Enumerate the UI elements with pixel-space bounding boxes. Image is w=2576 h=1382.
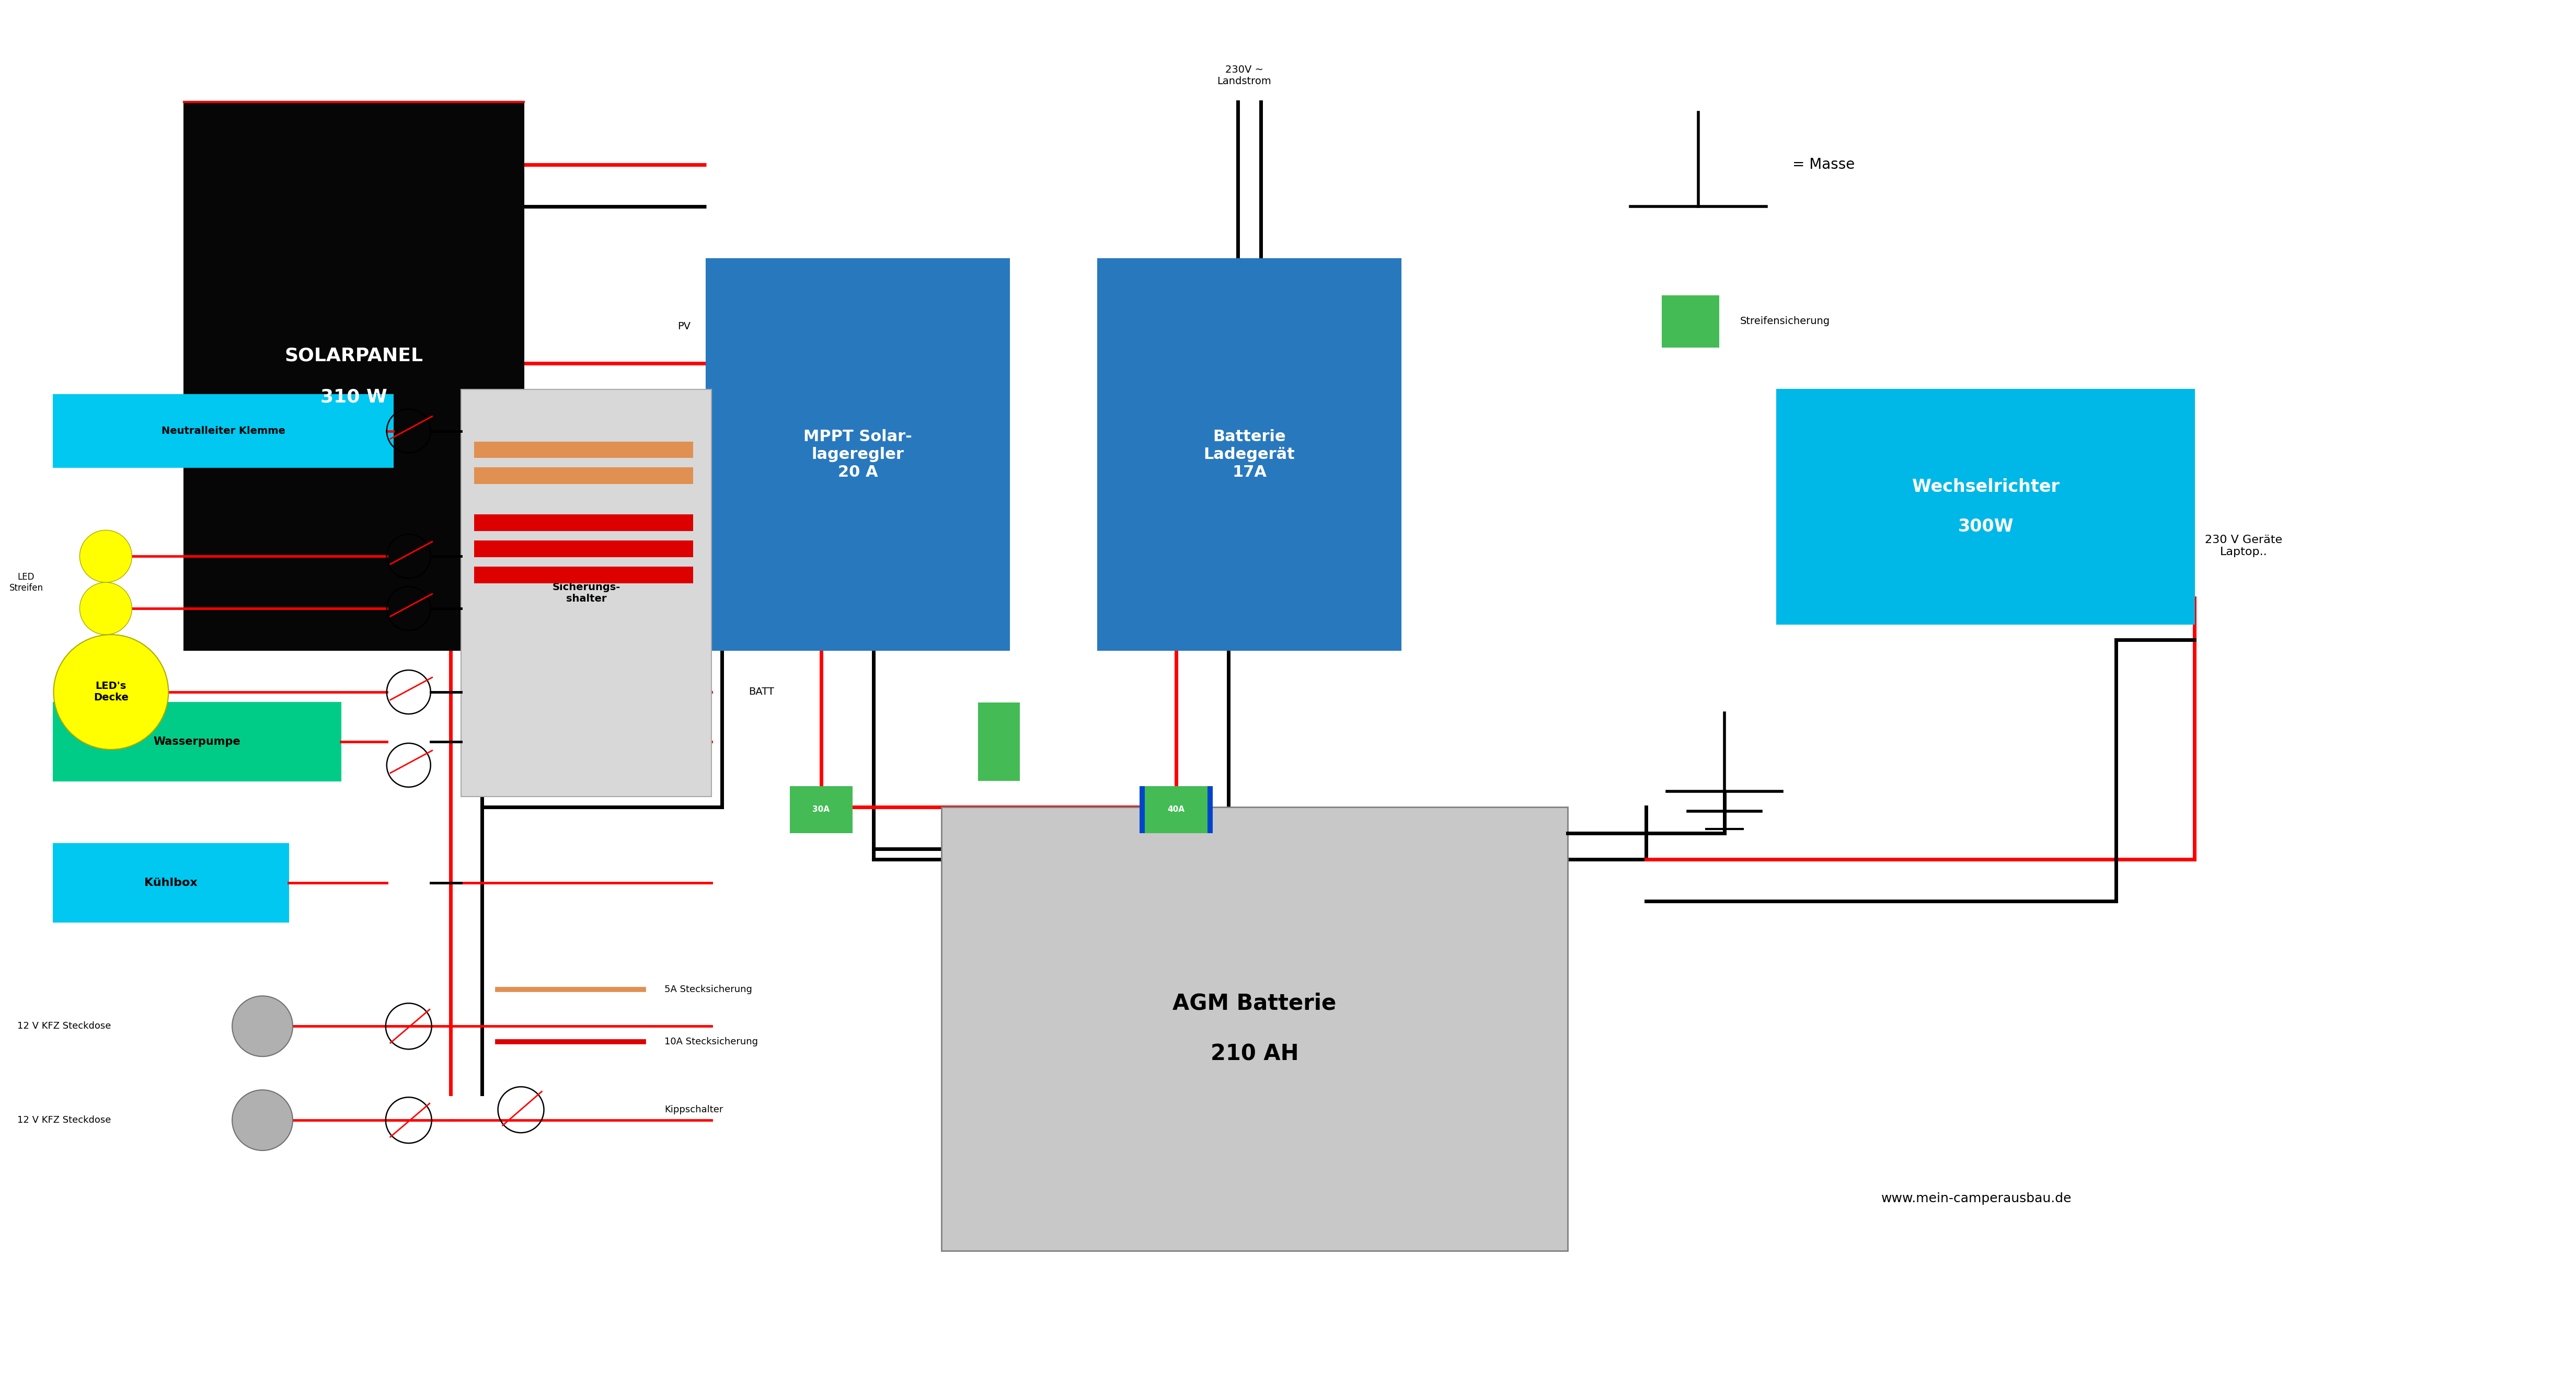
FancyBboxPatch shape: [940, 807, 1569, 1251]
FancyBboxPatch shape: [1662, 296, 1718, 347]
Circle shape: [54, 634, 167, 749]
Text: www.mein-camperausbau.de: www.mein-camperausbau.de: [1880, 1193, 2071, 1205]
Text: Batterie
Ladegerät
17A: Batterie Ladegerät 17A: [1203, 430, 1296, 480]
FancyBboxPatch shape: [474, 514, 693, 531]
Circle shape: [232, 996, 294, 1056]
Text: MPPT Solar-
lageregler
20 A: MPPT Solar- lageregler 20 A: [804, 430, 912, 480]
FancyBboxPatch shape: [1144, 786, 1208, 833]
Text: Wasserpumpe: Wasserpumpe: [155, 737, 240, 746]
FancyBboxPatch shape: [1777, 390, 2195, 625]
Text: = Masse: = Masse: [1793, 158, 1855, 171]
Text: Kippschalter: Kippschalter: [665, 1106, 724, 1114]
FancyBboxPatch shape: [474, 567, 693, 583]
FancyBboxPatch shape: [979, 702, 1020, 781]
FancyBboxPatch shape: [1139, 786, 1213, 833]
FancyBboxPatch shape: [474, 467, 693, 484]
Text: 30A: 30A: [811, 806, 829, 814]
Text: AGM Batterie

210 AH: AGM Batterie 210 AH: [1172, 992, 1337, 1066]
Circle shape: [80, 531, 131, 582]
FancyBboxPatch shape: [54, 702, 340, 781]
FancyBboxPatch shape: [474, 540, 693, 557]
FancyBboxPatch shape: [461, 390, 711, 796]
Text: 12 V KFZ Steckdose: 12 V KFZ Steckdose: [18, 1115, 111, 1125]
Text: LOAD: LOAD: [662, 446, 690, 457]
Text: 230 V Geräte
Laptop..: 230 V Geräte Laptop..: [2205, 535, 2282, 557]
Text: Wechselrichter

300W: Wechselrichter 300W: [1911, 478, 2058, 535]
Text: SOLARPANEL

310 W: SOLARPANEL 310 W: [283, 347, 422, 406]
Circle shape: [232, 1090, 294, 1150]
Text: Sicherungs-
shalter: Sicherungs- shalter: [551, 582, 621, 604]
Text: LED
Streifen: LED Streifen: [10, 572, 44, 593]
Text: 40A: 40A: [1167, 806, 1185, 814]
Text: 10A Stecksicherung: 10A Stecksicherung: [665, 1036, 757, 1046]
Circle shape: [80, 582, 131, 634]
Text: Streifensicherung: Streifensicherung: [1741, 316, 1829, 326]
Text: 230V ~
Landstrom: 230V ~ Landstrom: [1216, 65, 1270, 86]
FancyBboxPatch shape: [183, 102, 523, 651]
Text: LED's
Decke: LED's Decke: [93, 681, 129, 703]
Text: 5A Stecksicherung: 5A Stecksicherung: [665, 985, 752, 995]
Text: BATT: BATT: [750, 687, 775, 697]
Text: Neutralleiter Klemme: Neutralleiter Klemme: [162, 426, 286, 435]
Text: 12 V KFZ Steckdose: 12 V KFZ Steckdose: [18, 1021, 111, 1031]
FancyBboxPatch shape: [791, 786, 853, 833]
Text: PV: PV: [677, 322, 690, 332]
FancyBboxPatch shape: [54, 394, 394, 467]
FancyBboxPatch shape: [54, 843, 289, 922]
FancyBboxPatch shape: [474, 441, 693, 457]
Text: Kühlbox: Kühlbox: [144, 878, 198, 887]
FancyBboxPatch shape: [706, 258, 1010, 651]
FancyBboxPatch shape: [1097, 258, 1401, 651]
